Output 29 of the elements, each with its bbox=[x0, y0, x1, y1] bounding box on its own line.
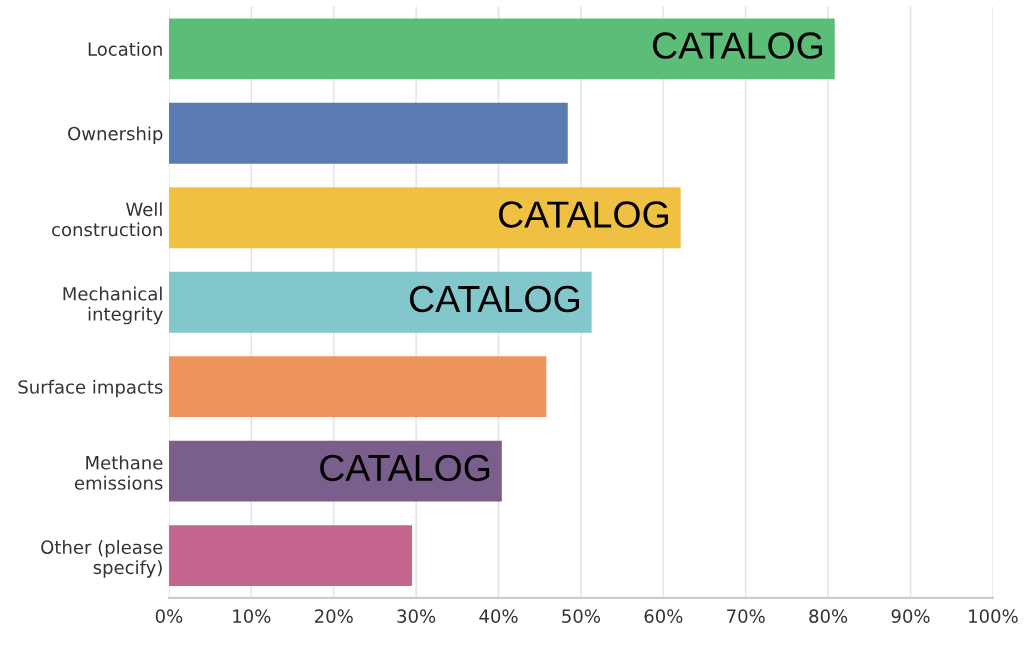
x-tick-label: 50% bbox=[562, 609, 600, 623]
x-tick-label: 0% bbox=[155, 609, 183, 623]
x-tick-label: 100% bbox=[969, 609, 1018, 623]
x-tick-label: 40% bbox=[479, 609, 518, 623]
bar bbox=[168, 18, 835, 80]
bar bbox=[168, 440, 502, 502]
bar bbox=[168, 356, 547, 418]
annotation: CATALOG bbox=[320, 454, 490, 482]
annotation: CATALOG bbox=[653, 32, 823, 59]
x-tick-label: 80% bbox=[809, 609, 848, 623]
bar bbox=[168, 271, 592, 333]
bar bbox=[168, 187, 681, 249]
x-tick-label: 10% bbox=[233, 609, 271, 623]
y-tick-label: Methane emissions bbox=[74, 455, 163, 490]
x-tick-label: 70% bbox=[727, 609, 765, 623]
x-tick-label: 60% bbox=[644, 609, 683, 623]
y-tick-label: Surface impacts bbox=[18, 379, 163, 398]
y-tick-label: Other (please specify) bbox=[41, 540, 163, 578]
y-tick-label: Mechanical integrity bbox=[63, 286, 163, 325]
x-tick-label: 30% bbox=[397, 609, 436, 623]
y-tick-label: Well construction bbox=[52, 202, 162, 237]
bar bbox=[168, 525, 412, 587]
annotation: CATALOG bbox=[409, 285, 579, 313]
y-tick-label: Location bbox=[88, 41, 162, 56]
y-tick-label: Ownership bbox=[68, 126, 163, 144]
annotation: CATALOG bbox=[498, 201, 668, 228]
bar bbox=[168, 102, 568, 164]
x-tick-label: 20% bbox=[314, 609, 353, 623]
x-tick-label: 90% bbox=[891, 609, 930, 623]
